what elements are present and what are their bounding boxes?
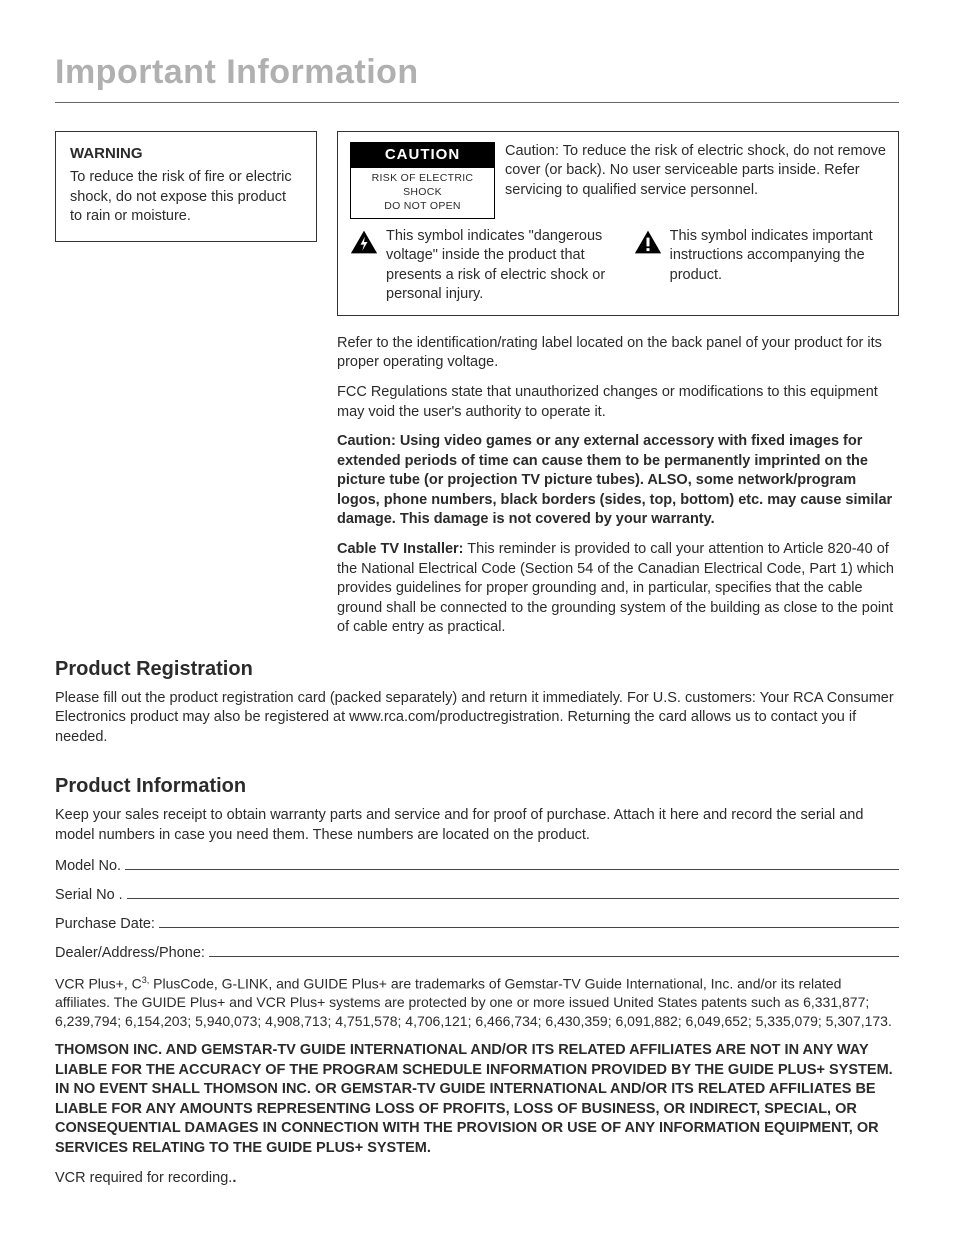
mid-p2: FCC Regulations state that unauthorized … [337, 383, 899, 422]
disclaimer-text: THOMSON INC. AND GEMSTAR-TV GUIDE INTERN… [55, 1041, 899, 1158]
model-no-field[interactable] [125, 856, 899, 871]
caution-badge-title: CAUTION [351, 143, 494, 168]
mid-p1: Refer to the identification/rating label… [337, 334, 899, 373]
product-info-heading: Product Information [55, 773, 899, 800]
mid-p4-lead: Cable TV Installer: [337, 541, 464, 557]
last-line: VCR required for recording.. [55, 1169, 899, 1189]
mid-block: Refer to the identification/rating label… [337, 334, 899, 638]
dealer-label: Dealer/Address/Phone: [55, 944, 209, 964]
page-title: Important Information [55, 50, 899, 103]
caution-badge: CAUTION RISK OF ELECTRIC SHOCK DO NOT OP… [350, 142, 495, 219]
mid-p4-installer: Cable TV Installer: This reminder is pro… [337, 540, 899, 638]
registration-text: Please fill out the product registration… [55, 689, 899, 748]
symbol-row: This symbol indicates "dangerous voltage… [350, 227, 886, 305]
symbol-instruction-group: This symbol indicates important instruct… [634, 227, 886, 286]
symbol-voltage-text: This symbol indicates "dangerous voltage… [386, 227, 628, 305]
caution-top-row: CAUTION RISK OF ELECTRIC SHOCK DO NOT OP… [350, 142, 886, 219]
symbol-instruction-text: This symbol indicates important instruct… [670, 227, 886, 286]
top-row: WARNING To reduce the risk of fire or el… [55, 131, 899, 316]
model-no-line: Model No. [55, 856, 899, 877]
caution-badge-line1: RISK OF ELECTRIC SHOCK [351, 168, 494, 199]
warning-box: WARNING To reduce the risk of fire or el… [55, 131, 317, 242]
product-info-intro: Keep your sales receipt to obtain warran… [55, 806, 899, 845]
tm-pre: VCR Plus+, C [55, 976, 142, 992]
warning-heading: WARNING [70, 144, 302, 164]
caution-text: Caution: To reduce the risk of electric … [505, 142, 886, 201]
exclamation-triangle-icon [634, 229, 662, 255]
warning-text: To reduce the risk of fire or electric s… [70, 168, 302, 227]
mid-p3-caution: Caution: Using video games or any extern… [337, 432, 899, 530]
tm-post: PlusCode, G-LINK, and GUIDE Plus+ are tr… [55, 976, 892, 1030]
symbol-voltage-group: This symbol indicates "dangerous voltage… [350, 227, 628, 305]
caution-box: CAUTION RISK OF ELECTRIC SHOCK DO NOT OP… [337, 131, 899, 316]
last-line-text: VCR required for recording. [55, 1170, 232, 1186]
registration-heading: Product Registration [55, 656, 899, 683]
purchase-date-label: Purchase Date: [55, 915, 159, 935]
caution-badge-line2: DO NOT OPEN [351, 199, 494, 217]
model-no-label: Model No. [55, 857, 125, 877]
purchase-date-field[interactable] [159, 914, 899, 929]
dealer-line: Dealer/Address/Phone: [55, 943, 899, 964]
dealer-field[interactable] [209, 943, 899, 958]
serial-no-line: Serial No . [55, 885, 899, 906]
voltage-triangle-icon [350, 229, 378, 255]
serial-no-field[interactable] [127, 885, 899, 900]
purchase-date-line: Purchase Date: [55, 914, 899, 935]
serial-no-label: Serial No . [55, 886, 127, 906]
trademarks-text: VCR Plus+, C3, PlusCode, G-LINK, and GUI… [55, 974, 899, 1031]
